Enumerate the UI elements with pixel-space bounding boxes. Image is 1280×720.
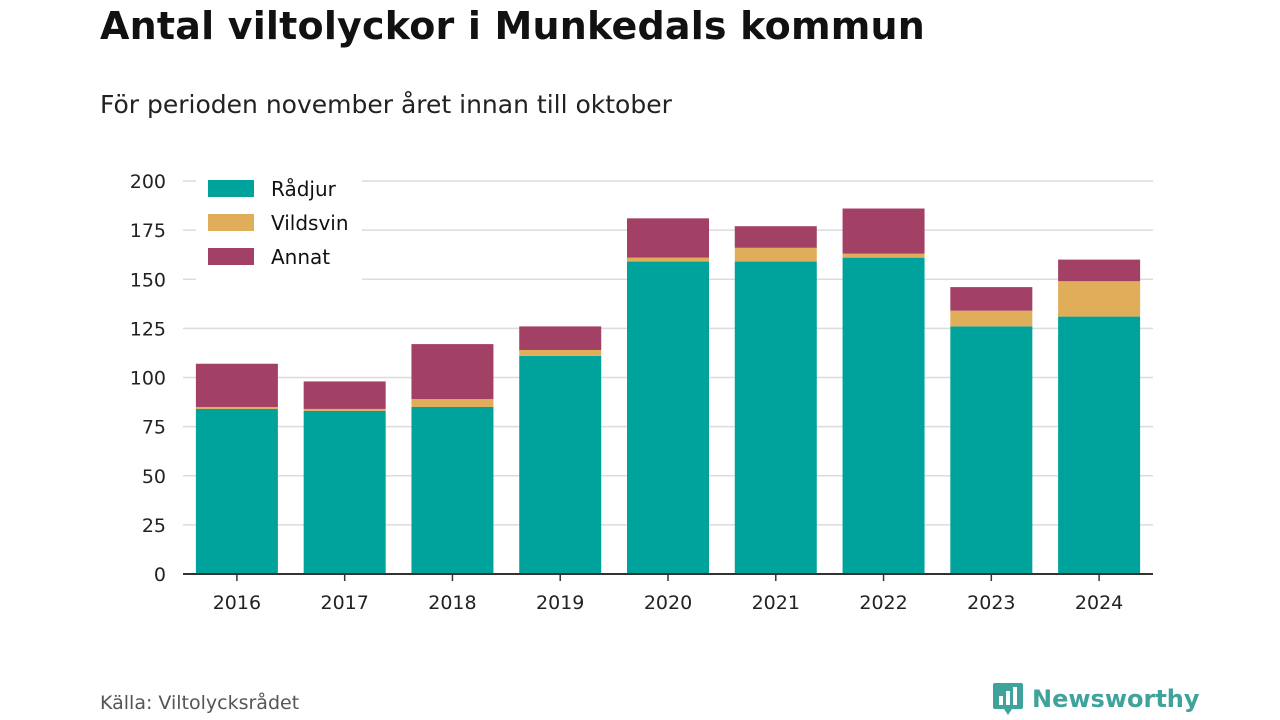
bar-rådjur-2020 [627, 261, 709, 574]
newsworthy-logo-icon [993, 683, 1023, 715]
y-tick-label: 150 [130, 269, 166, 291]
bar-annat-2023 [950, 287, 1033, 311]
x-tick-label: 2024 [1075, 592, 1123, 614]
bar-vildsvin-2021 [734, 247, 817, 262]
bar-rådjur-2017 [303, 410, 386, 574]
bar-annat-2019 [519, 326, 602, 350]
legend-label: Vildsvin [271, 211, 349, 235]
x-tick-label: 2017 [320, 592, 368, 614]
chart-title: Antal viltolyckor i Munkedals kommun [100, 4, 926, 48]
bar-annat-2021 [734, 226, 817, 248]
bar-vildsvin-2017 [303, 408, 386, 411]
newsworthy-brand[interactable]: Newsworthy [992, 682, 1200, 716]
source-note: Källa: Viltolycksrådet [100, 692, 300, 714]
x-tick-label: 2021 [752, 592, 800, 614]
x-tick-label: 2023 [967, 592, 1015, 614]
x-tick-label: 2018 [428, 592, 476, 614]
bar-vildsvin-2020 [627, 257, 709, 262]
bar-vildsvin-2016 [195, 406, 278, 409]
bar-rådjur-2021 [734, 261, 817, 574]
legend-swatch-vildsvin [208, 214, 254, 231]
bar-vildsvin-2018 [411, 399, 494, 407]
brand-name: Newsworthy [1032, 685, 1200, 713]
bar-rådjur-2018 [411, 406, 494, 574]
bar-annat-2022 [842, 208, 925, 254]
bar-rådjur-2024 [1058, 316, 1141, 574]
bar-annat-2020 [627, 218, 709, 258]
bar-annat-2017 [303, 381, 386, 409]
legend-label: Rådjur [271, 177, 337, 201]
y-tick-label: 50 [142, 466, 166, 488]
bar-rådjur-2019 [519, 355, 602, 574]
y-tick-label: 25 [142, 515, 166, 537]
bar-annat-2016 [195, 363, 278, 407]
bar-vildsvin-2024 [1058, 281, 1141, 317]
y-tick-label: 125 [130, 318, 166, 340]
bar-rådjur-2022 [842, 257, 925, 574]
x-tick-label: 2022 [859, 592, 907, 614]
bar-vildsvin-2019 [519, 349, 602, 356]
y-tick-label: 175 [130, 220, 166, 242]
y-tick-label: 0 [154, 564, 166, 586]
chart-subtitle: För perioden november året innan till ok… [100, 90, 672, 119]
x-tick-label: 2016 [213, 592, 261, 614]
bar-rådjur-2023 [950, 326, 1033, 574]
bar-annat-2018 [411, 344, 494, 400]
y-tick-label: 100 [130, 368, 166, 390]
y-tick-label: 200 [130, 171, 166, 193]
legend-swatch-rådjur [208, 180, 254, 197]
bar-vildsvin-2023 [950, 310, 1033, 327]
stacked-bar-chart: 0 25 50 75 100 125 150 175 200 2016 2017 2018 2019 20… [130, 170, 1153, 614]
legend-swatch-annat [208, 248, 254, 265]
legend-label: Annat [271, 245, 330, 269]
bar-annat-2024 [1058, 259, 1141, 282]
bar-vildsvin-2022 [842, 253, 925, 258]
x-tick-label: 2020 [644, 592, 692, 614]
bar-rådjur-2016 [195, 408, 278, 574]
y-tick-label: 75 [142, 417, 166, 439]
x-tick-label: 2019 [536, 592, 584, 614]
